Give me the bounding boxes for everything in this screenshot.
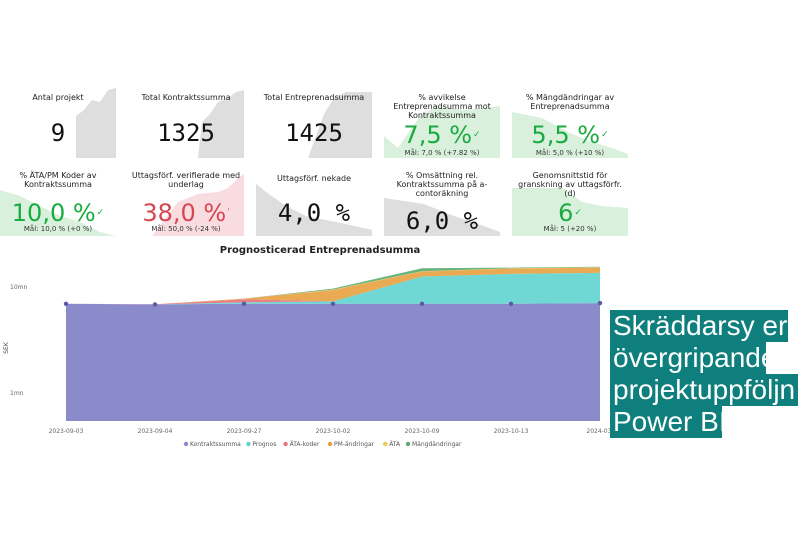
kpi-card-uttagsforf-nekade[interactable]: Uttagsförf. nekade 4,0 % [256,166,372,236]
legend-swatch [246,441,251,447]
legend-label: Prognos [252,441,276,448]
sparkline [308,92,372,158]
legend-label: PM-ändringar [334,441,375,448]
data-point [63,301,69,306]
kpi-label: Total Kontraktssumma [141,93,231,102]
checkmark-icon: ✓ [473,130,481,140]
kpi-goal: Mål: 5 (+20 %) [543,225,597,233]
checkmark-icon: ✓ [574,208,582,218]
sparkline [512,112,628,158]
legend-label: ÄTA [389,441,401,448]
data-point [508,301,514,306]
data-point [152,302,158,307]
sparkline [0,190,116,236]
x-tick-label: 2023-10-02 [316,428,351,435]
kpi-label: % avvikelse Entreprenadsumma mot Kontrak… [393,93,491,120]
x-tick-label: 2024-03- [586,428,610,435]
sparkline [198,90,244,158]
x-tick-label: 2023-10-09 [405,428,440,435]
kpi-label: % Omsättning rel. Kontraktssumma på a-co… [396,171,488,198]
sparkline [152,174,244,236]
kpi-value: 10,0 %✓ [11,199,105,227]
sparkline [76,88,116,158]
overlay-line: övergripande [610,342,776,374]
x-tick-label: 2023-09-03 [49,428,84,435]
kpi-value: 1325 [157,119,215,147]
kpi-label: Uttagsförf. nekade [277,174,351,183]
sparkline [256,184,372,236]
legend-swatch [183,441,189,447]
chart-legend: Kontraktssumma Prognos ÄTA-koder PM-ändring… [183,441,462,448]
sparkline [384,198,500,236]
checkmark-icon: ✓ [601,130,609,140]
kpi-label: Uttagsförf. verifierade med underlag [131,171,241,189]
kpi-card-antal-projekt[interactable]: Antal projekt 9 [0,88,116,158]
chart-areas [66,266,600,421]
kpi-goal: Mål: 7,0 % (+7.82 %) [404,149,480,157]
kpi-card-omsattning-a-conto[interactable]: % Omsättning rel. Kontraktssumma på a-co… [384,166,500,236]
legend-swatch [383,441,388,447]
x-tick-label: 2023-10-13 [494,428,529,435]
chart-markers [63,300,603,307]
kpi-label: % ÄTA/PM Koder av Kontraktssumma [19,171,97,189]
legend-label: ÄTA-koder [290,441,320,448]
legend-label: Mängdändringar [412,441,462,448]
kpi-label: % Mängdändringar av Entreprenadsumma [525,93,615,111]
kpi-value: 7,5 %✓ [403,121,481,149]
kpi-value: 1425 [285,119,343,147]
area-kontraktssumma [66,303,600,421]
warning-tick-icon: ˈ [227,208,230,218]
chart-title: Prognosticerad Entreprenadsumma [219,245,421,256]
kpi-value: 38,0 %ˈ [142,199,230,227]
x-tick-label: 2023-09-04 [138,428,173,435]
kpi-card-avvikelse-entreprenadsumma[interactable]: % avvikelse Entreprenadsumma mot Kontrak… [384,88,500,158]
kpi-value: 6,0 % [405,207,479,235]
y-axis-label: SEK [3,341,10,354]
kpi-value: 4,0 % [277,199,351,227]
chart-axis: 10mn 1mn SEK 2023-09-03 2023-09-04 2023-09-27… [3,284,610,435]
checkmark-icon: ✓ [96,208,105,218]
kpi-value: 6✓ [558,199,582,227]
area-prognos [66,272,600,305]
sparkline [384,106,500,158]
data-point [419,301,425,306]
kpi-goal: Mål: 50,0 % (-24 %) [151,225,221,233]
area-pm-ändringar [66,267,600,305]
kpi-card-ata-pm-koder[interactable]: % ÄTA/PM Koder av Kontraktssumma 10,0 %✓… [0,166,116,236]
promo-text-overlay: Skräddarsy er övergripande projektuppföl… [610,310,800,456]
kpi-value: 9 [50,119,66,147]
kpi-goal: Mål: 5,0 % (+10 %) [535,149,605,157]
sparkline [512,188,628,236]
overlay-line: projektuppföljn [610,374,799,406]
kpi-card-total-kontraktssumma[interactable]: Total Kontraktssumma 1325 [128,88,244,158]
kpi-goal: Mål: 10,0 % (+0 %) [23,225,93,233]
legend-label: Kontraktssumma [190,441,241,448]
overlay-line: Power BI [610,406,727,438]
kpi-card-uttagsforf-verifierade[interactable]: Uttagsförf. verifierade med underlag 38,… [128,166,244,236]
legend-swatch [405,441,411,447]
kpi-label: Antal projekt [32,93,84,102]
kpi-card-mangdandringar[interactable]: % Mängdändringar av Entreprenadsumma 5,5… [512,88,628,158]
legend-swatch [283,441,288,447]
data-point [330,301,336,306]
legend-swatch [327,441,333,447]
forecast-area-chart[interactable]: 10mn 1mn SEK 2023-09-03 2023-09-04 2023-09-27… [0,258,610,458]
kpi-value: 5,5 %✓ [531,121,609,149]
y-tick-label: 1mn [10,390,24,397]
x-tick-label: 2023-09-27 [227,428,262,435]
y-tick-label: 10mn [10,284,27,291]
data-point [597,300,603,306]
kpi-label: Genomsnittstid för granskning av uttagsf… [518,171,622,198]
data-point [241,301,247,306]
kpi-card-total-entreprenadsumma[interactable]: Total Entreprenadsumma 1425 [256,88,372,158]
kpi-label: Total Entreprenadsumma [263,93,365,102]
overlay-line: Skräddarsy er [610,310,788,342]
kpi-card-genomsnittstid-granskning[interactable]: Genomsnittstid för granskning av uttagsf… [512,166,628,236]
